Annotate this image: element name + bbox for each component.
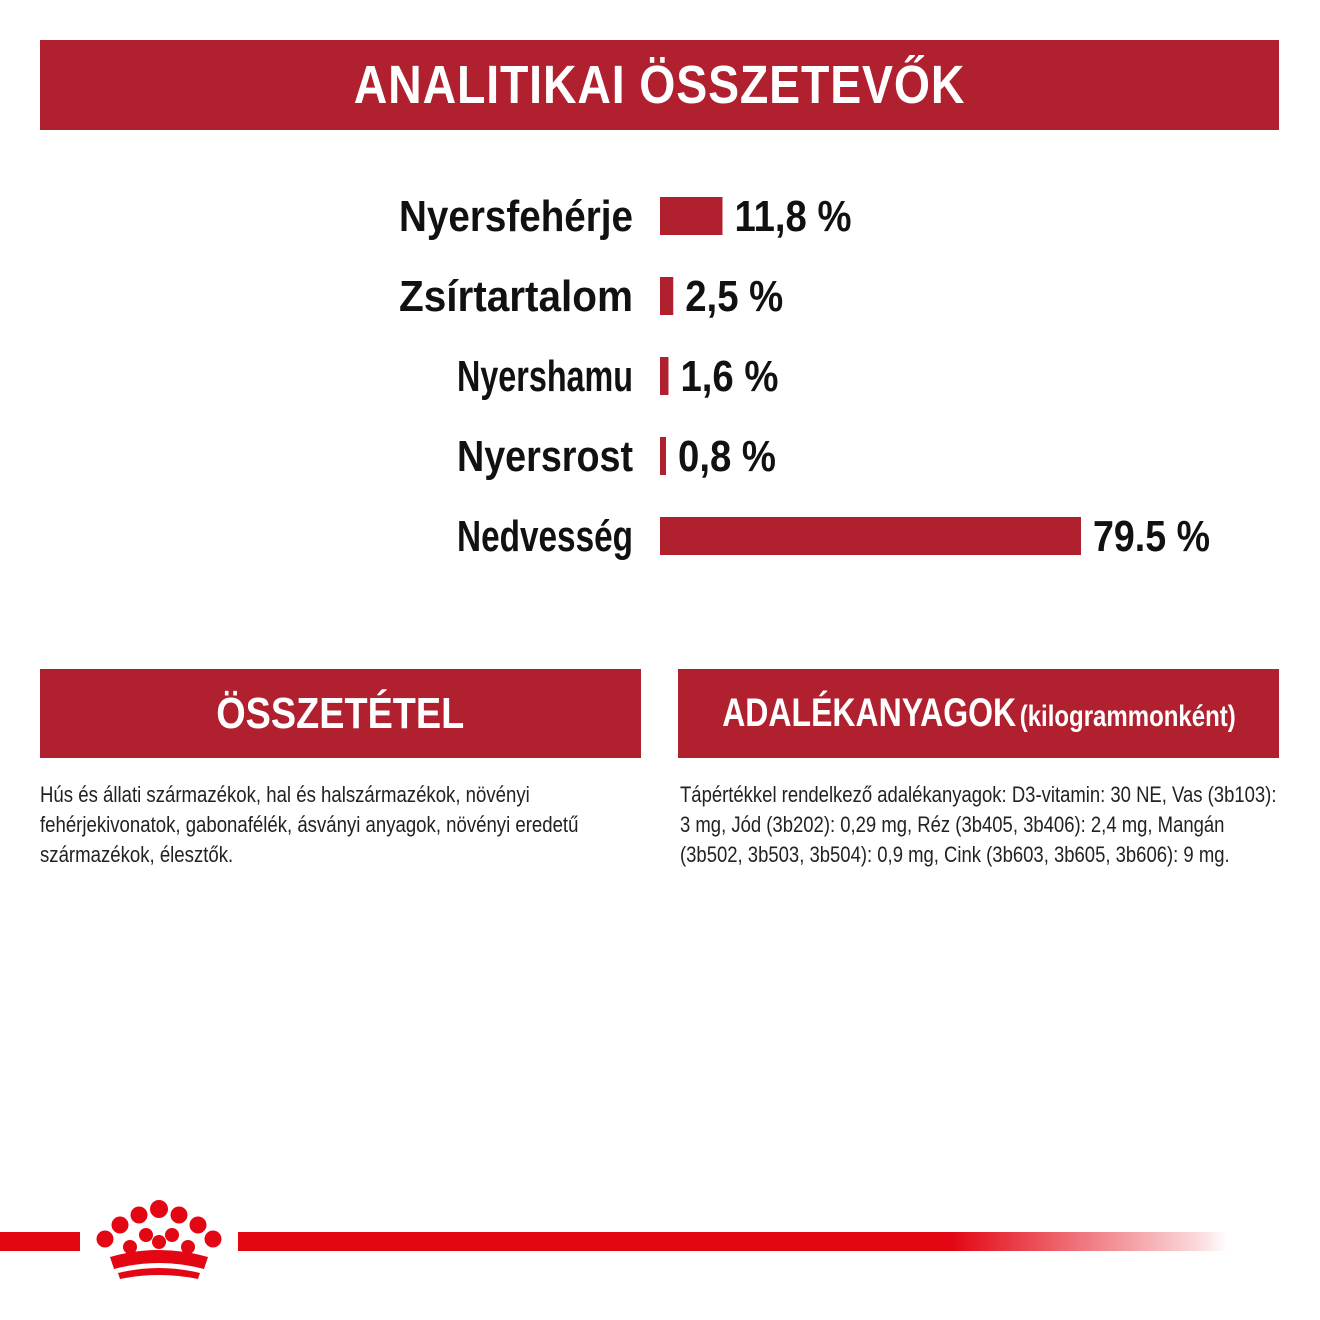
bar bbox=[660, 277, 674, 315]
footer-stripe-left bbox=[0, 1232, 80, 1251]
category-label: Zsírtartalom bbox=[399, 272, 633, 321]
footer-stripe-right bbox=[238, 1232, 1228, 1251]
footer bbox=[0, 1195, 1320, 1290]
crown-icon bbox=[96, 1200, 222, 1279]
bar bbox=[660, 517, 1081, 555]
composition-banner: ÖSSZETÉTEL bbox=[40, 669, 641, 758]
composition-heading: ÖSSZETÉTEL bbox=[216, 688, 465, 738]
bar bbox=[660, 197, 723, 235]
additives-banner: ADALÉKANYAGOK (kilogrammonként) bbox=[678, 669, 1279, 758]
category-label: Nedvesség bbox=[457, 512, 633, 561]
category-label: Nyersrost bbox=[457, 432, 633, 481]
category-label: Nyershamu bbox=[457, 352, 633, 401]
bar bbox=[660, 357, 669, 395]
value-label: 11,8 % bbox=[734, 192, 851, 241]
nutrient-bar-chart: Nyersfehérje 11,8 % Zsírtartalom 2,5 % Nyers… bbox=[399, 192, 1210, 561]
page-title: ANALITIKAI ÖSSZETEVŐK bbox=[353, 55, 966, 115]
title-banner: ANALITIKAI ÖSSZETEVŐK bbox=[40, 40, 1279, 130]
value-label: 2,5 % bbox=[685, 272, 783, 321]
value-label: 79.5 % bbox=[1093, 512, 1210, 561]
bar bbox=[660, 437, 666, 475]
value-label: 0,8 % bbox=[678, 432, 776, 481]
value-label: 1,6 % bbox=[680, 352, 778, 401]
additives-heading: ADALÉKANYAGOK bbox=[721, 691, 1016, 735]
composition-text: Hús és állati származékok, hal és halszá… bbox=[40, 782, 579, 867]
additives-text: Tápértékkel rendelkező adalékanyagok: D3… bbox=[680, 782, 1277, 867]
additives-heading-suffix: (kilogrammonként) bbox=[1019, 700, 1236, 733]
category-label: Nyersfehérje bbox=[399, 192, 633, 241]
